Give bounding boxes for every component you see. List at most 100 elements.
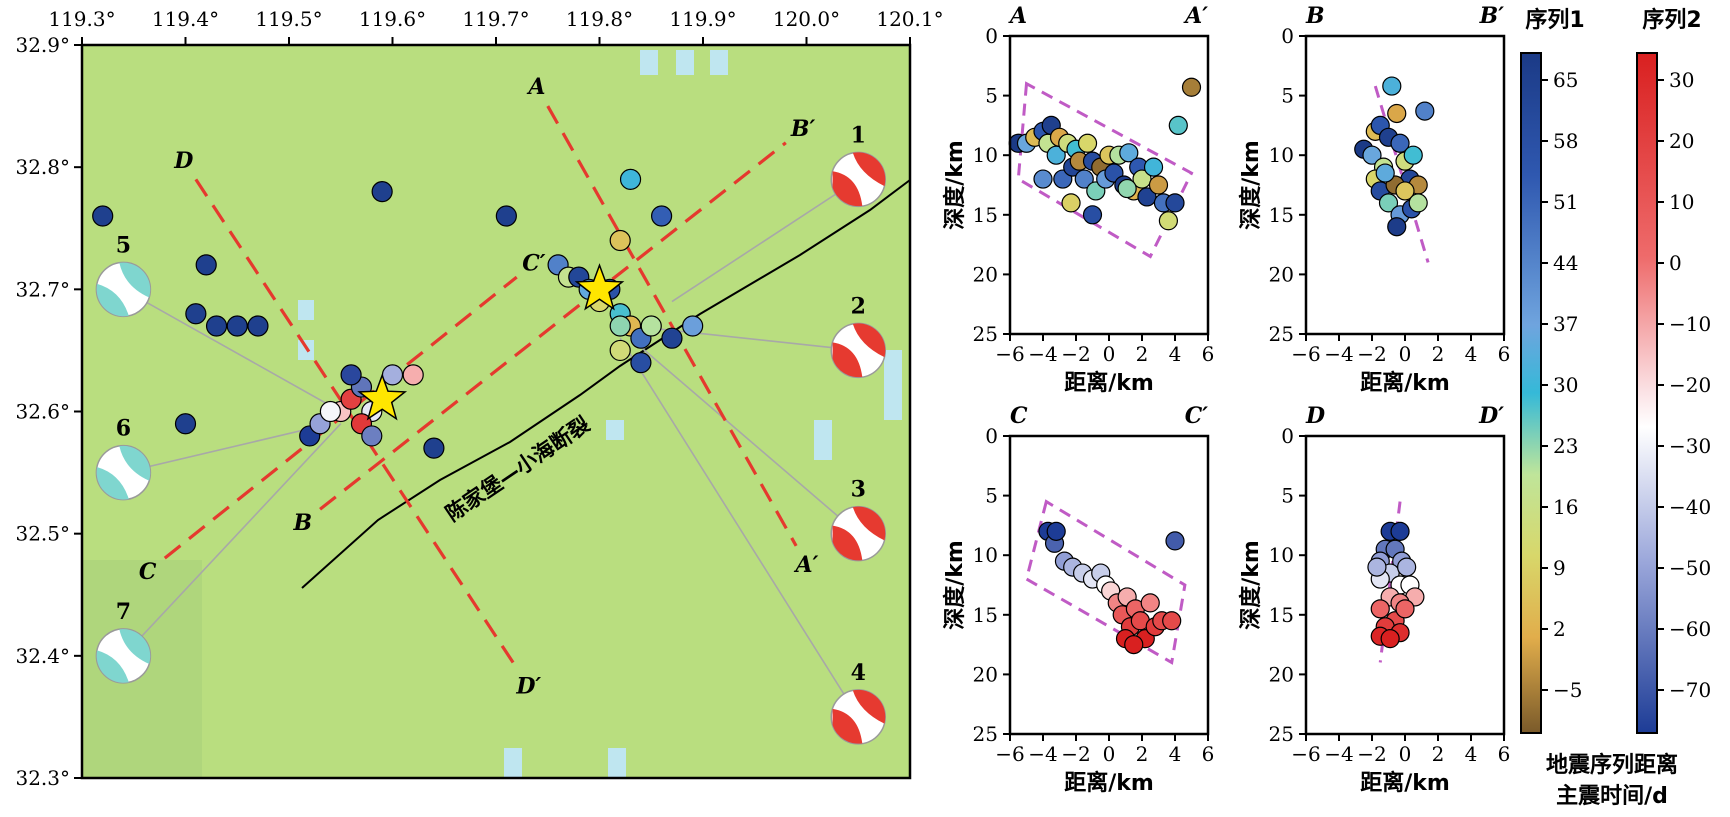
map-quake-seq1: [247, 315, 269, 337]
lon-tick-label: 119.5°: [255, 7, 322, 31]
mechanism-number: 1: [851, 122, 866, 148]
profile-quake: [1397, 557, 1417, 577]
profile-label-start: C: [139, 559, 157, 585]
x-tick-label: 4: [1169, 342, 1182, 366]
beachball-fill: [832, 323, 886, 378]
mechanism-leaders: [122, 178, 859, 718]
profile-left-label: D: [1305, 403, 1325, 429]
colorbar1-ticks: 65 58 51 44 37 30 23 16 9 2 −5: [1541, 68, 1582, 702]
beachball-1: 1: [830, 122, 886, 208]
map-quake-seq1: [195, 254, 217, 276]
profile-quake: [1165, 193, 1185, 213]
mechanism-leader: [123, 422, 331, 474]
lat-tick-label: 32.5°: [15, 522, 70, 546]
y-tick-label: 0: [1281, 424, 1294, 448]
map-earthquakes: [92, 168, 704, 459]
map-quake-seq2: [361, 425, 383, 447]
lon-tick-label: 119.6°: [359, 7, 426, 31]
map-quake-seq1: [371, 181, 393, 203]
colorbar-tick-label: 58: [1553, 129, 1578, 153]
profile-line-A: [546, 105, 798, 547]
lon-tick-label: 120.0°: [773, 7, 840, 31]
map-quake-seq1: [609, 315, 631, 337]
colorbar1-title: 序列1: [1525, 7, 1584, 33]
lat-tick-label: 32.9°: [15, 33, 70, 57]
profile-quake: [1046, 521, 1066, 541]
map-quake-seq1: [661, 327, 683, 349]
x-tick-label: 0: [1399, 342, 1412, 366]
map-quake-seq1: [495, 205, 517, 227]
map-quake-seq1: [650, 205, 673, 227]
beachball-fill: [832, 506, 886, 561]
lat-tick-label: 32.8°: [15, 155, 70, 179]
beachball-fill: [96, 629, 151, 683]
profile-quake: [1033, 169, 1053, 189]
colorbar-tick-label: 65: [1553, 68, 1578, 92]
map-quake-seq2: [340, 364, 362, 386]
colorbar-tick-label: −70: [1669, 678, 1711, 702]
colorbar-tick-label: −60: [1669, 617, 1711, 641]
beachball-2: 2: [830, 293, 886, 379]
profile-quake: [1387, 217, 1407, 237]
profile-quake: [1375, 163, 1395, 183]
colorbar-tick-label: −50: [1669, 556, 1711, 580]
x-tick-label: −4: [1324, 742, 1353, 766]
x-tick-label: 6: [1202, 342, 1215, 366]
x-tick-label: −2: [1061, 342, 1090, 366]
colorbar-tick-label: −40: [1669, 495, 1711, 519]
colorbar-tick-label: 20: [1669, 129, 1694, 153]
map-quake-seq1: [609, 229, 631, 252]
map-quake-seq2: [402, 364, 424, 386]
lat-tick-label: 32.4°: [15, 644, 70, 668]
y-tick-label: 20: [973, 662, 998, 686]
map-background: [82, 45, 910, 778]
profile-quake: [1370, 599, 1390, 619]
beachball-5: 5: [95, 232, 152, 318]
profile-label-start: B: [292, 510, 312, 536]
profile-quake: [1119, 143, 1139, 163]
x-tick-label: −6: [995, 342, 1024, 366]
profile-quake: [1181, 77, 1202, 97]
beachball-3: 3: [830, 477, 886, 562]
profile-quake: [1143, 157, 1164, 177]
y-tick-label: 10: [1269, 543, 1294, 567]
colorbar2-ticks: 30 20 10 0 −10 −20 −30 −40 −50 −60 −70: [1657, 68, 1711, 702]
colorbar-tick-label: −5: [1553, 678, 1582, 702]
profile-quake: [1380, 629, 1400, 649]
colorbar-footer-2: 主震时间/d: [1556, 784, 1668, 809]
colorbar-tick-label: −30: [1669, 434, 1711, 458]
profile-label-start: D: [173, 148, 193, 174]
y-tick-label: 10: [1269, 143, 1294, 167]
y-tick-label: 10: [973, 543, 998, 567]
profile-left-label: C: [1010, 403, 1028, 429]
colorbar-tick-label: 9: [1553, 556, 1566, 580]
colorbar-tick-label: 30: [1669, 68, 1694, 92]
beachball-fill: [96, 262, 151, 317]
colorbar2: [1636, 52, 1658, 734]
x-tick-label: −2: [1357, 742, 1386, 766]
x-tick-label: 4: [1465, 342, 1478, 366]
mainshock-star: [357, 373, 408, 421]
lon-tick-label: 119.9°: [669, 7, 736, 31]
profile-quake: [1382, 76, 1402, 96]
profile-ylabel: 深度/km: [942, 540, 968, 630]
profile-quake: [1395, 599, 1415, 619]
y-tick-label: 25: [973, 722, 998, 746]
mechanism-leader: [619, 337, 859, 718]
mechanism-number: 5: [116, 232, 131, 258]
x-tick-label: −4: [1028, 342, 1057, 366]
colorbar2-title: 序列2: [1642, 7, 1701, 33]
beachball-4: 4: [830, 660, 886, 745]
map-quake-seq1: [423, 437, 445, 459]
profile-quake: [1387, 103, 1407, 124]
y-tick-label: 15: [1269, 603, 1294, 627]
profile-quake: [1415, 101, 1435, 121]
x-tick-label: 4: [1169, 742, 1182, 766]
profile-quake: [1124, 634, 1144, 655]
x-tick-label: −4: [1324, 342, 1353, 366]
